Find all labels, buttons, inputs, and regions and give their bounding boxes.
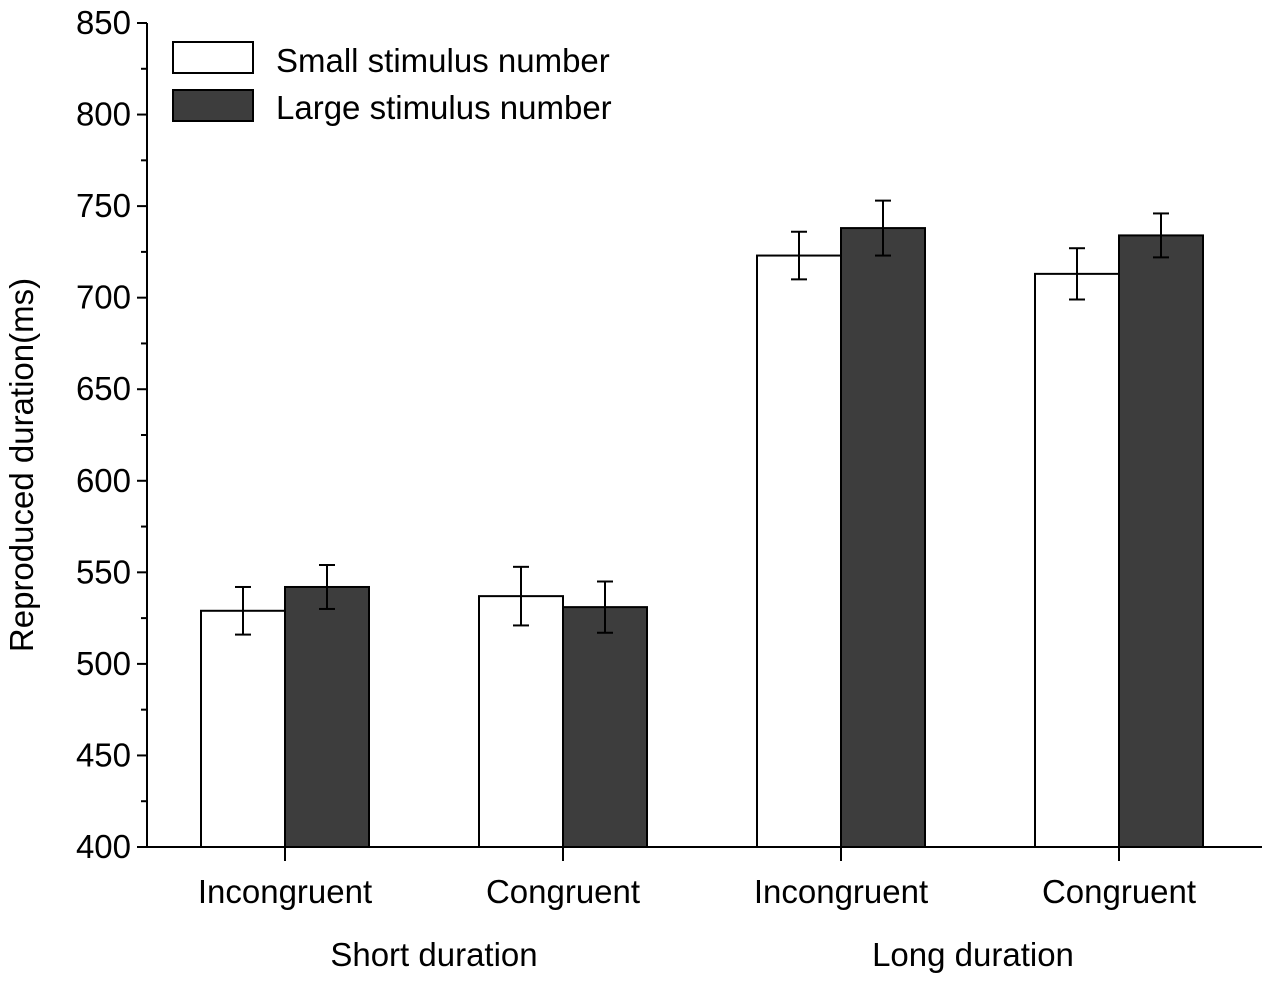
- bar-small-1: [478, 595, 564, 848]
- x-group-label: Long duration: [872, 936, 1074, 973]
- y-tick-label: 800: [76, 96, 131, 133]
- legend-swatch-large: [172, 89, 254, 122]
- x-tick-labels: Incongruent Congruent Incongruent Congruent…: [198, 847, 1196, 973]
- bar-large-2: [840, 227, 926, 848]
- bar-large-1: [562, 606, 648, 848]
- x-tick-label: Incongruent: [754, 873, 928, 910]
- legend-label-large: Large stimulus number: [276, 89, 612, 126]
- plot-area: [200, 199, 1204, 849]
- x-tick-label: Congruent: [1042, 873, 1196, 910]
- y-ticks: 400 450 500 550 600 650 700 750 800 850: [76, 4, 147, 865]
- bar-large-0: [284, 585, 370, 849]
- y-tick-label: 550: [76, 553, 131, 590]
- error-bar-large-2: [875, 199, 891, 257]
- y-tick-label: 700: [76, 279, 131, 316]
- error-bar-small-2: [791, 230, 807, 281]
- legend: Small stimulus number Large stimulus num…: [172, 41, 612, 126]
- y-tick-label: 850: [76, 4, 131, 41]
- error-bar-small-3: [1069, 247, 1085, 301]
- x-tick-label: Congruent: [486, 873, 640, 910]
- bar-small-3: [1034, 272, 1120, 848]
- y-axis-title: Reproduced duration(ms): [3, 278, 40, 652]
- bar-small-0: [200, 609, 286, 849]
- error-bar-large-3: [1153, 212, 1169, 259]
- y-tick-label: 500: [76, 645, 131, 682]
- bar-small-2: [756, 254, 842, 849]
- error-bar-small-0: [235, 585, 251, 636]
- legend-swatch-small: [172, 41, 254, 74]
- y-tick-label: 750: [76, 187, 131, 224]
- x-group-label: Short duration: [330, 936, 537, 973]
- y-tick-label: 400: [76, 828, 131, 865]
- y-tick-label: 650: [76, 370, 131, 407]
- legend-label-small: Small stimulus number: [276, 42, 610, 79]
- y-tick-label: 600: [76, 462, 131, 499]
- error-bar-small-1: [513, 565, 529, 627]
- bar-large-3: [1118, 234, 1204, 849]
- error-bar-large-1: [597, 580, 613, 634]
- x-tick-label: Incongruent: [198, 873, 372, 910]
- error-bar-large-0: [319, 564, 335, 610]
- y-tick-label: 450: [76, 736, 131, 773]
